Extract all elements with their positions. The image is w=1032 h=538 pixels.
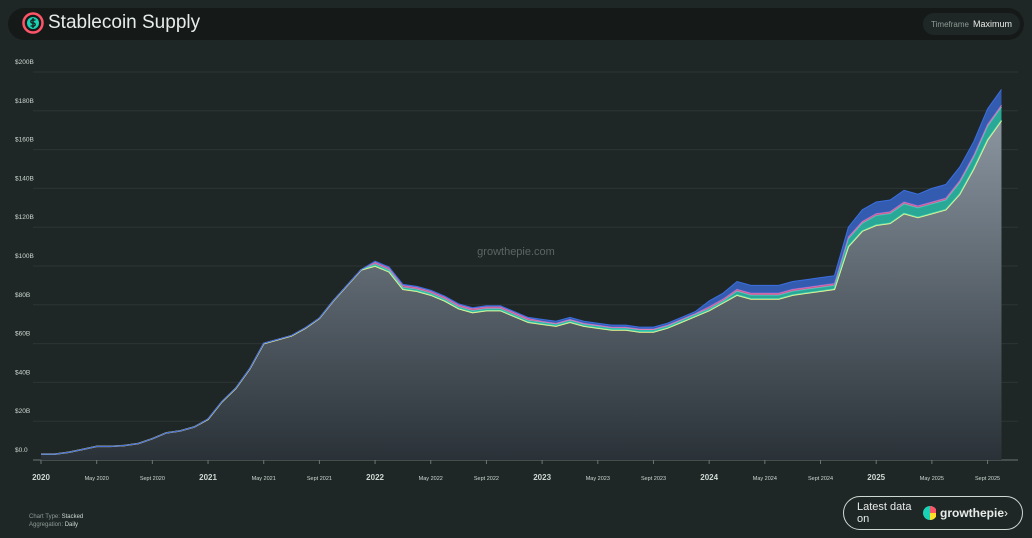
y-tick-label: $20B [15,408,30,415]
aggregation: Aggregation: Daily [29,522,78,528]
x-tick-label: May 2024 [753,476,777,482]
chart-type-label: Chart Type: [29,514,60,520]
chevron: › [1004,506,1008,520]
y-tick-label: $60B [15,331,30,338]
y-tick-label: $160B [15,137,34,144]
header-bar [8,8,1024,40]
y-tick-label: $80B [15,292,30,299]
y-tick-label: $180B [15,98,34,105]
x-tick-label: Sept 2021 [307,476,332,482]
y-tick-label: $200B [15,59,34,66]
area-line [41,89,1002,455]
brand-icon [922,506,936,520]
timeframe-label: Timeframe [931,19,969,29]
logo-icon [22,12,44,34]
x-tick-label: 2024 [700,473,718,482]
page-title: Stablecoin Supply [48,12,201,33]
latest-label: Latest data on [857,501,912,525]
chart: growthepie.com $0.0 $20B $40B $60B $80B $100B… [15,59,1018,482]
x-tick-label: Sept 2022 [474,476,499,482]
x-tick-label: 2022 [366,473,384,482]
x-tick-label: May 2021 [252,476,276,482]
chart-type-value: Stacked [61,514,84,520]
y-tick-label: $0.0 [15,447,28,454]
x-tick-label: May 2025 [920,476,944,482]
x-tick-label: 2025 [867,473,885,482]
y-tick-label: $40B [15,369,30,376]
x-tick-label: May 2020 [85,476,109,482]
x-tick-label: 2021 [199,473,217,482]
x-tick-label: Sept 2024 [808,476,833,482]
chart-type: Chart Type: Stacked [29,514,83,520]
x-tick-label: Sept 2025 [975,476,1000,482]
y-tick-label: $140B [15,175,34,182]
x-tick-label: May 2023 [586,476,610,482]
y-tick-label: $100B [15,253,34,260]
x-tick-label: Sept 2020 [140,476,165,482]
aggregation-value: Daily [64,522,79,528]
x-tick-label: 2020 [32,473,50,482]
area [41,120,1002,460]
brand-name: growthepie [939,506,1004,520]
x-tick-label: 2023 [533,473,551,482]
latest-data-button[interactable]: Latest data on growthepie › [843,496,1023,530]
y-tick-label: $120B [15,214,34,221]
timeframe-value: Maximum [972,19,1012,29]
aggregation-label: Aggregation: [29,522,64,528]
x-tick-label: May 2022 [419,476,443,482]
x-tick-label: Sept 2023 [641,476,666,482]
timeframe-selector[interactable]: Timeframe Maximum [923,13,1020,35]
watermark: growthepie.com [477,246,555,258]
